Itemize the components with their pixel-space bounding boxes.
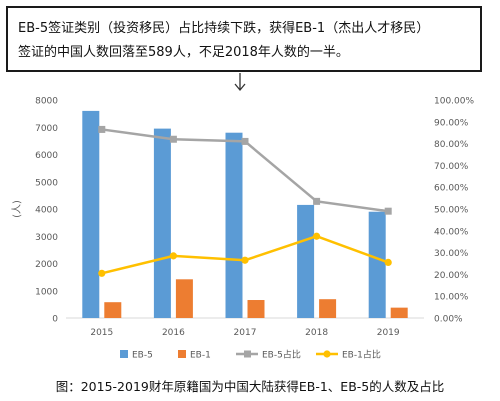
y2-tick-label: 30.00% <box>434 249 469 259</box>
eb1-bar <box>319 299 337 318</box>
x-tick-label: 2018 <box>305 328 328 338</box>
legend-eb1-share-marker <box>323 350 331 358</box>
y-tick-label: 8000 <box>35 97 58 107</box>
y2-tick-label: 90.00% <box>434 118 469 128</box>
x-tick-label: 2017 <box>234 328 257 338</box>
eb1-share-marker <box>241 256 249 264</box>
y-tick-label: 4000 <box>35 206 58 216</box>
y-tick-label: 6000 <box>35 151 58 161</box>
y2-tick-label: 100.00% <box>434 97 474 107</box>
callout-box: EB-5签证类别（投资移民）占比持续下跌，获得EB-1（杰出人才移民） 签证的中… <box>6 6 482 72</box>
y2-tick-label: 0.00% <box>434 315 463 325</box>
eb1-share-marker <box>313 232 321 240</box>
legend-eb5-swatch <box>120 350 128 358</box>
figure-caption: 图：2015-2019财年原籍国为中国大陆获得EB-1、EB-5的人数及占比 <box>55 379 445 394</box>
eb5-bar <box>225 132 243 318</box>
y2-tick-label: 50.00% <box>434 206 469 216</box>
y-tick-label: 3000 <box>35 233 58 243</box>
y2-tick-label: 40.00% <box>434 227 469 237</box>
y-tick-label: 5000 <box>35 178 58 188</box>
y-axis-label: (人) <box>11 200 23 218</box>
eb5-bar <box>153 128 171 318</box>
eb5-bar <box>82 110 100 319</box>
eb5-share-marker <box>241 137 249 145</box>
chart: 0 1000 2000 3000 4000 5000 6000 7000 8000 0.00% 10… <box>11 97 474 361</box>
legend-eb5-share-label: EB-5占比 <box>262 349 301 361</box>
down-arrow-icon <box>234 73 246 92</box>
eb1-bar <box>390 307 408 318</box>
eb1-bar <box>247 300 265 318</box>
eb5-share-marker <box>313 197 321 205</box>
x-tick-label: 2015 <box>90 328 113 338</box>
eb1-share-marker <box>98 269 106 277</box>
y2-tick-label: 20.00% <box>434 271 469 281</box>
eb1-bar <box>175 279 193 318</box>
y2-tick-label: 70.00% <box>434 162 469 172</box>
legend-eb1-share-label: EB-1占比 <box>342 349 381 361</box>
y2-tick-label: 80.00% <box>434 140 469 150</box>
eb5-bar <box>368 211 386 318</box>
eb1-share-marker <box>384 258 392 267</box>
eb5-share-marker <box>98 125 106 133</box>
callout-line-1: EB-5签证类别（投资移民）占比持续下跌，获得EB-1（杰出人才移民） <box>18 21 430 36</box>
eb1-share-marker <box>169 252 177 260</box>
y-tick-label: 2000 <box>35 260 58 270</box>
callout-line-2: 签证的中国人数回落至589人，不足2018年人数的一半。 <box>18 45 349 60</box>
legend-eb5-label: EB-5 <box>132 351 153 361</box>
eb5-bar <box>297 204 315 318</box>
y-tick-label: 7000 <box>35 124 58 134</box>
x-tick-label: 2016 <box>162 328 185 338</box>
legend-eb5-share-marker <box>244 350 251 358</box>
x-tick-label: 2019 <box>377 328 400 338</box>
eb1-share-line <box>101 234 389 275</box>
eb5-share-marker <box>384 207 392 215</box>
legend-eb1-swatch <box>178 350 186 358</box>
y2-tick-label: 60.00% <box>434 184 469 194</box>
eb5-share-marker <box>169 135 177 143</box>
eb1-bar <box>104 302 122 318</box>
y2-tick-label: 10.00% <box>434 293 469 303</box>
y-tick-label: 1000 <box>35 287 58 297</box>
y-tick-label: 0 <box>52 315 58 325</box>
legend-eb1-label: EB-1 <box>190 351 211 361</box>
